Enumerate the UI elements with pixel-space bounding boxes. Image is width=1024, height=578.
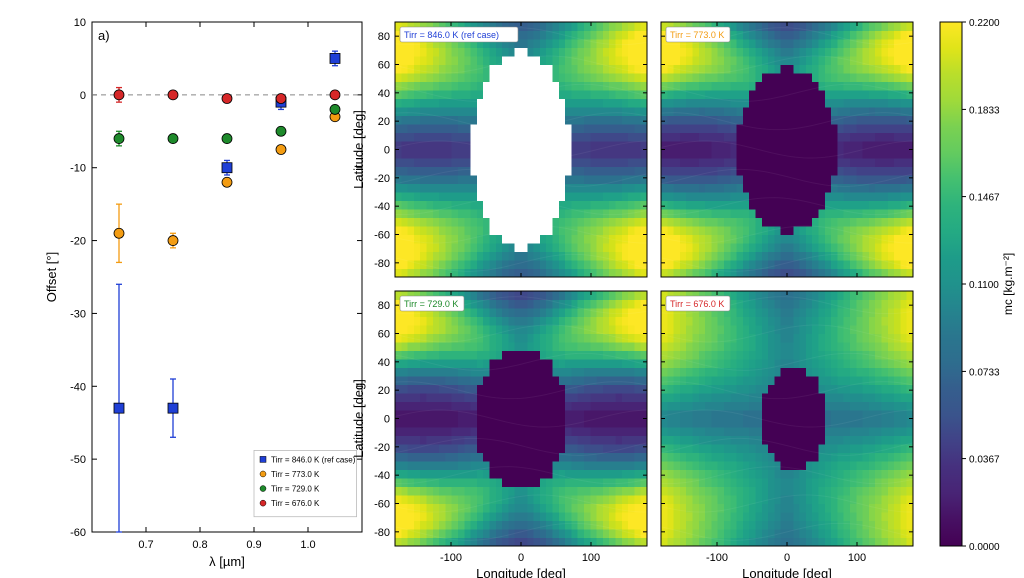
- legend-label: Tirr = 773.0 K: [271, 470, 320, 479]
- colorbar-tick: 0.0000: [969, 542, 1000, 553]
- marker: [222, 177, 232, 187]
- map-ytick: -60: [374, 230, 390, 242]
- panel-a-xtick: 1.0: [300, 539, 315, 551]
- map-xtick: -100: [706, 552, 728, 564]
- panel-a-ylabel: Offset [°]: [44, 252, 59, 302]
- panel-a-ytick: -40: [70, 381, 86, 393]
- colorbar-tick: 0.0733: [969, 367, 1000, 378]
- density-map: [661, 291, 914, 547]
- density-map: [395, 291, 648, 547]
- map-ytick: 20: [378, 385, 390, 397]
- panel-a-ytick: 0: [80, 90, 86, 102]
- map-ytick: 0: [384, 145, 390, 157]
- marker: [276, 94, 286, 104]
- map-xlabel: Longitude [deg]: [742, 566, 832, 578]
- map-xtick: 0: [784, 552, 790, 564]
- map-xtick: 100: [582, 552, 600, 564]
- map-ytick: -80: [374, 527, 390, 539]
- map-ytick: -20: [374, 173, 390, 185]
- map-ylabel: Latitude [deg]: [351, 379, 366, 458]
- panel-a-ytick: -60: [70, 527, 86, 539]
- colorbar: [940, 22, 962, 546]
- panel-a-ytick: -10: [70, 163, 86, 175]
- map-tag-text: Tirr = 676.0 K: [670, 299, 724, 309]
- map-tag-text: Tirr = 846.0 K (ref case): [404, 30, 499, 40]
- legend-label: Tirr = 846.0 K (ref case): [271, 455, 356, 464]
- panel-a-ytick: 10: [74, 17, 86, 29]
- panel-a-xtick: 0.9: [246, 539, 261, 551]
- panel-a-xtick: 0.7: [138, 539, 153, 551]
- panel-a-tag: a): [98, 28, 110, 43]
- map-ytick: 40: [378, 357, 390, 369]
- map-ytick: 40: [378, 88, 390, 100]
- density-map: [395, 22, 648, 278]
- map-ytick: 60: [378, 60, 390, 72]
- map-xtick: -100: [440, 552, 462, 564]
- marker: [330, 53, 340, 63]
- density-map: [661, 22, 914, 278]
- colorbar-tick: 0.1833: [969, 105, 1000, 116]
- map-tag-text: Tirr = 773.0 K: [670, 30, 724, 40]
- map-ytick: 60: [378, 329, 390, 341]
- legend-marker: [260, 471, 266, 477]
- marker: [168, 134, 178, 144]
- marker: [168, 236, 178, 246]
- marker: [114, 403, 124, 413]
- map-ytick: 80: [378, 31, 390, 43]
- map-xtick: 0: [518, 552, 524, 564]
- marker: [222, 94, 232, 104]
- marker: [222, 163, 232, 173]
- map-tag-text: Tirr = 729.0 K: [404, 299, 458, 309]
- legend-label: Tirr = 729.0 K: [271, 485, 320, 494]
- map-xtick: 100: [848, 552, 866, 564]
- map-xlabel: Longitude [deg]: [476, 566, 566, 578]
- marker: [276, 145, 286, 155]
- marker: [330, 90, 340, 100]
- map-ytick: 20: [378, 116, 390, 128]
- map-ylabel: Latitude [deg]: [351, 110, 366, 189]
- map-ytick: 0: [384, 414, 390, 426]
- panel-a-ytick: -20: [70, 236, 86, 248]
- panel-a-ytick: -30: [70, 308, 86, 320]
- map-ytick: -20: [374, 442, 390, 454]
- marker: [114, 134, 124, 144]
- panel-a-xtick: 0.8: [192, 539, 207, 551]
- legend-marker: [260, 486, 266, 492]
- marker: [276, 126, 286, 136]
- legend-marker: [260, 500, 266, 506]
- panel-a-xlabel: λ [µm]: [209, 554, 245, 569]
- map-ytick: -40: [374, 470, 390, 482]
- marker: [114, 90, 124, 100]
- marker: [168, 90, 178, 100]
- colorbar-label: mc [kg.m⁻²]: [1001, 253, 1015, 315]
- map-ytick: 80: [378, 300, 390, 312]
- colorbar-tick: 0.1467: [969, 193, 1000, 204]
- colorbar-tick: 0.1100: [969, 280, 999, 291]
- panel-a-ytick: -50: [70, 454, 86, 466]
- map-ytick: -60: [374, 499, 390, 511]
- marker: [330, 104, 340, 114]
- legend-label: Tirr = 676.0 K: [271, 499, 320, 508]
- map-ytick: -80: [374, 258, 390, 270]
- colorbar-tick: 0.0367: [969, 455, 1000, 466]
- marker: [114, 228, 124, 238]
- map-ytick: -40: [374, 201, 390, 213]
- marker: [222, 134, 232, 144]
- colorbar-tick: 0.2200: [969, 18, 1000, 29]
- marker: [168, 403, 178, 413]
- legend-marker: [260, 456, 266, 462]
